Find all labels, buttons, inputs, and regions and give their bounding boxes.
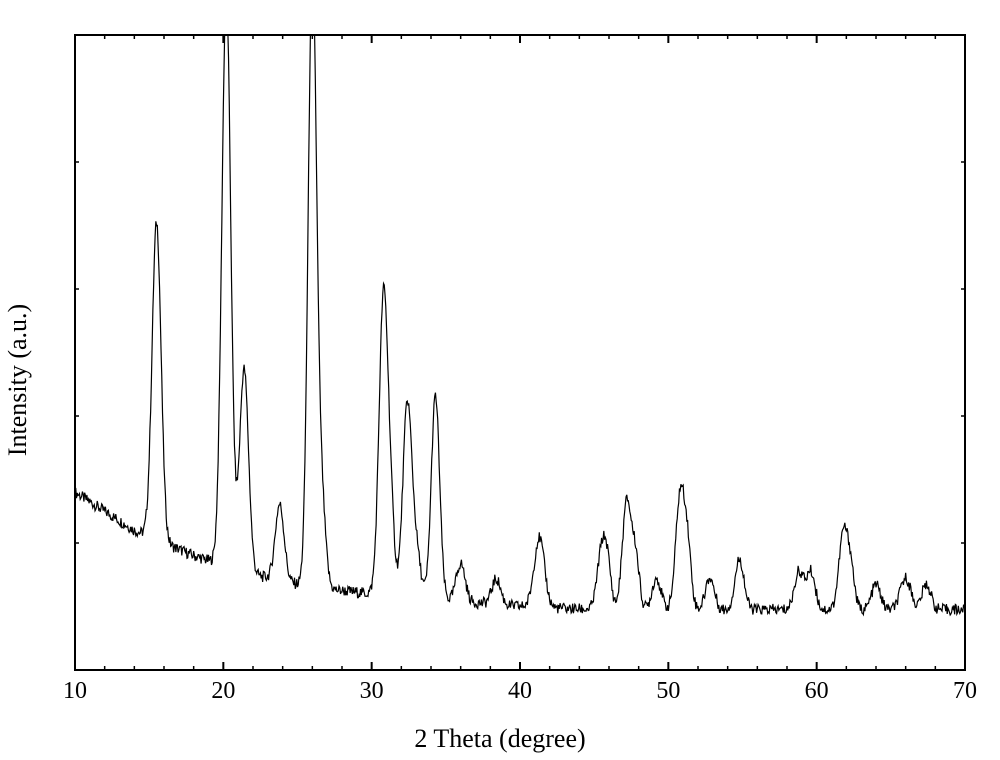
x-tick-label: 40 [508,678,532,705]
xrd-chart: Intensity (a.u.) 2 Theta (degree) 102030… [0,0,1000,760]
plot-svg [0,0,1000,760]
x-tick-label: 50 [656,678,680,705]
x-tick-label: 20 [211,678,235,705]
x-tick-label: 10 [63,678,87,705]
x-tick-label: 30 [360,678,384,705]
x-tick-label: 60 [805,678,829,705]
x-tick-label: 70 [953,678,977,705]
